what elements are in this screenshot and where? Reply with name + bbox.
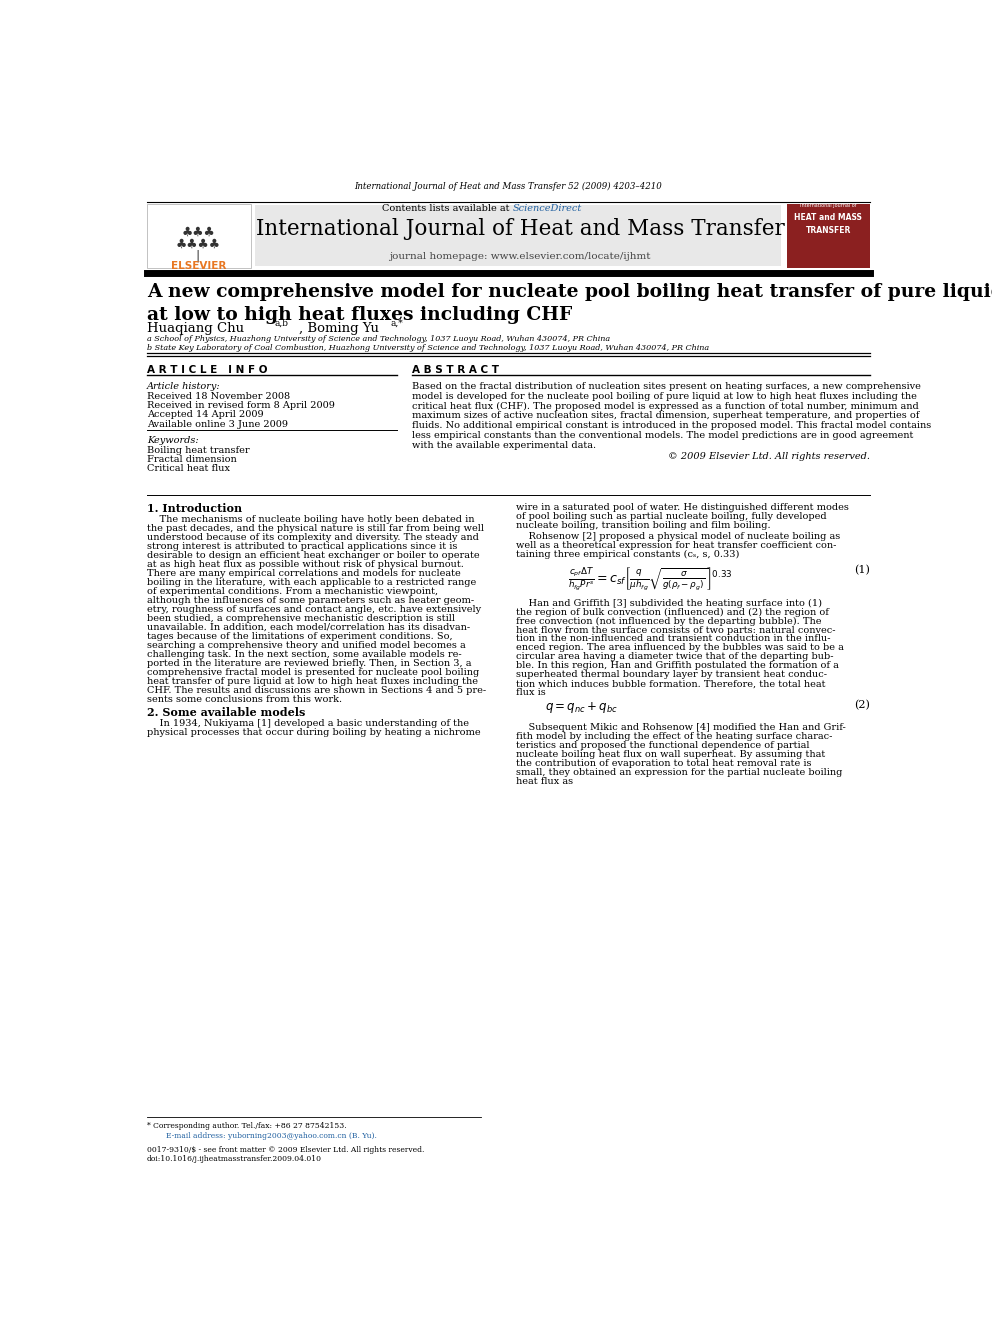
Text: of experimental conditions. From a mechanistic viewpoint,: of experimental conditions. From a mecha… (147, 587, 438, 597)
Text: 0017-9310/$ - see front matter © 2009 Elsevier Ltd. All rights reserved.: 0017-9310/$ - see front matter © 2009 El… (147, 1146, 425, 1154)
Text: small, they obtained an expression for the partial nucleate boiling: small, they obtained an expression for t… (516, 767, 842, 777)
Text: challenging task. In the next section, some available models re-: challenging task. In the next section, s… (147, 650, 461, 659)
Text: © 2009 Elsevier Ltd. All rights reserved.: © 2009 Elsevier Ltd. All rights reserved… (668, 452, 870, 462)
Text: free convection (not influenced by the departing bubble). The: free convection (not influenced by the d… (516, 617, 821, 626)
Text: circular area having a diameter twice that of the departing bub-: circular area having a diameter twice th… (516, 652, 833, 662)
Text: tages because of the limitations of experiment conditions. So,: tages because of the limitations of expe… (147, 632, 452, 640)
Text: A R T I C L E   I N F O: A R T I C L E I N F O (147, 365, 268, 374)
Text: Based on the fractal distribution of nucleation sites present on heating surface: Based on the fractal distribution of nuc… (413, 382, 922, 390)
Text: the past decades, and the physical nature is still far from being well: the past decades, and the physical natur… (147, 524, 484, 533)
Text: , Boming Yu: , Boming Yu (300, 321, 379, 335)
Text: Critical heat flux: Critical heat flux (147, 464, 230, 474)
Text: enced region. The area influenced by the bubbles was said to be a: enced region. The area influenced by the… (516, 643, 844, 652)
Text: heat flow from the surface consists of two parts: natural convec-: heat flow from the surface consists of t… (516, 626, 835, 635)
FancyBboxPatch shape (255, 205, 782, 266)
Text: etry, roughness of surfaces and contact angle, etc. have extensively: etry, roughness of surfaces and contact … (147, 605, 481, 614)
Text: International Journal of Heat and Mass Transfer: International Journal of Heat and Mass T… (256, 218, 785, 239)
Text: nucleate boiling, transition boiling and film boiling.: nucleate boiling, transition boiling and… (516, 521, 771, 531)
Text: ScienceDirect: ScienceDirect (512, 204, 581, 213)
Text: Contents lists available at: Contents lists available at (382, 204, 512, 213)
Text: with the available experimental data.: with the available experimental data. (413, 441, 596, 450)
Text: teristics and proposed the functional dependence of partial: teristics and proposed the functional de… (516, 741, 809, 750)
Text: ported in the literature are reviewed briefly. Then, in Section 3, a: ported in the literature are reviewed br… (147, 659, 471, 668)
Text: although the influences of some parameters such as heater geom-: although the influences of some paramete… (147, 595, 474, 605)
Text: fluids. No additional empirical constant is introduced in the proposed model. Th: fluids. No additional empirical constant… (413, 421, 931, 430)
Text: physical processes that occur during boiling by heating a nichrome: physical processes that occur during boi… (147, 728, 481, 737)
Text: Article history:: Article history: (147, 382, 220, 390)
Text: Boiling heat transfer: Boiling heat transfer (147, 446, 250, 455)
Text: ♣♣♣
♣♣♣♣
  |: ♣♣♣ ♣♣♣♣ | (176, 226, 221, 263)
Text: E-mail address: yuborning2003@yahoo.com.cn (B. Yu).: E-mail address: yuborning2003@yahoo.com.… (167, 1131, 377, 1139)
Text: Received 18 November 2008: Received 18 November 2008 (147, 392, 291, 401)
Text: The mechanisms of nucleate boiling have hotly been debated in: The mechanisms of nucleate boiling have … (147, 515, 474, 524)
Text: journal homepage: www.elsevier.com/locate/ijhmt: journal homepage: www.elsevier.com/locat… (389, 253, 651, 262)
Text: taining three empirical constants (cₛ, s, 0.33): taining three empirical constants (cₛ, s… (516, 550, 739, 560)
Text: A new comprehensive model for nucleate pool boiling heat transfer of pure liquid: A new comprehensive model for nucleate p… (147, 283, 992, 324)
Text: less empirical constants than the conventional models. The model predictions are: less empirical constants than the conven… (413, 431, 914, 439)
Text: * Corresponding author. Tel./fax: +86 27 87542153.: * Corresponding author. Tel./fax: +86 27… (147, 1122, 346, 1130)
Text: Fractal dimension: Fractal dimension (147, 455, 237, 464)
Text: a,*: a,* (390, 319, 403, 328)
Text: at as high heat flux as possible without risk of physical burnout.: at as high heat flux as possible without… (147, 560, 464, 569)
Text: flux is: flux is (516, 688, 546, 697)
Text: nucleate boiling heat flux on wall superheat. By assuming that: nucleate boiling heat flux on wall super… (516, 750, 825, 758)
Text: desirable to design an efficient heat exchanger or boiler to operate: desirable to design an efficient heat ex… (147, 552, 480, 560)
Text: (2): (2) (854, 700, 870, 710)
Text: Accepted 14 April 2009: Accepted 14 April 2009 (147, 410, 264, 419)
Text: understood because of its complexity and diversity. The steady and: understood because of its complexity and… (147, 533, 479, 542)
Text: a,b: a,b (275, 319, 289, 328)
Text: strong interest is attributed to practical applications since it is: strong interest is attributed to practic… (147, 542, 457, 552)
FancyBboxPatch shape (787, 204, 870, 267)
Text: Received in revised form 8 April 2009: Received in revised form 8 April 2009 (147, 401, 335, 410)
Text: ble. In this region, Han and Griffith postulated the formation of a: ble. In this region, Han and Griffith po… (516, 662, 839, 671)
Text: the contribution of evaporation to total heat removal rate is: the contribution of evaporation to total… (516, 758, 811, 767)
Text: (1): (1) (854, 565, 870, 576)
Text: well as a theoretical expression for heat transfer coefficient con-: well as a theoretical expression for hea… (516, 541, 836, 550)
Text: been studied, a comprehensive mechanistic description is still: been studied, a comprehensive mechanisti… (147, 614, 455, 623)
Text: In 1934, Nukiyama [1] developed a basic understanding of the: In 1934, Nukiyama [1] developed a basic … (147, 718, 469, 728)
Text: Han and Griffith [3] subdivided the heating surface into (1): Han and Griffith [3] subdivided the heat… (516, 598, 822, 607)
Text: 1. Introduction: 1. Introduction (147, 503, 242, 515)
Text: sents some conclusions from this work.: sents some conclusions from this work. (147, 695, 342, 704)
Text: maximum sizes of active nucleation sites, fractal dimension, superheat temperatu: maximum sizes of active nucleation sites… (413, 411, 920, 421)
Text: Huaqiang Chu: Huaqiang Chu (147, 321, 244, 335)
Text: Keywords:: Keywords: (147, 435, 198, 445)
Text: 2. Some available models: 2. Some available models (147, 706, 306, 717)
Text: wire in a saturated pool of water. He distinguished different modes: wire in a saturated pool of water. He di… (516, 503, 849, 512)
FancyBboxPatch shape (147, 204, 251, 267)
Text: b State Key Laboratory of Coal Combustion, Huazhong University of Science and Te: b State Key Laboratory of Coal Combustio… (147, 344, 709, 352)
Text: a School of Physics, Huazhong University of Science and Technology, 1037 Luoyu R: a School of Physics, Huazhong University… (147, 335, 610, 343)
Text: $\frac{c_{pf}\Delta T}{h_{fg}Pr^s} = c_{sf}\left[\frac{q}{\mu h_{fg}}\sqrt{\frac: $\frac{c_{pf}\Delta T}{h_{fg}Pr^s} = c_{… (568, 565, 733, 593)
Text: fith model by including the effect of the heating surface charac-: fith model by including the effect of th… (516, 732, 832, 741)
Text: Subsequent Mikic and Rohsenow [4] modified the Han and Grif-: Subsequent Mikic and Rohsenow [4] modifi… (516, 722, 846, 732)
Text: of pool boiling such as partial nucleate boiling, fully developed: of pool boiling such as partial nucleate… (516, 512, 826, 521)
Text: CHF. The results and discussions are shown in Sections 4 and 5 pre-: CHF. The results and discussions are sho… (147, 685, 486, 695)
Text: boiling in the literature, with each applicable to a restricted range: boiling in the literature, with each app… (147, 578, 476, 587)
Text: ELSEVIER: ELSEVIER (171, 261, 226, 271)
Text: HEAT and MASS: HEAT and MASS (795, 213, 862, 222)
Text: Available online 3 June 2009: Available online 3 June 2009 (147, 419, 288, 429)
Text: the region of bulk convection (influenced) and (2) the region of: the region of bulk convection (influence… (516, 607, 829, 617)
Text: critical heat flux (CHF). The proposed model is expressed as a function of total: critical heat flux (CHF). The proposed m… (413, 401, 919, 410)
Text: superheated thermal boundary layer by transient heat conduc-: superheated thermal boundary layer by tr… (516, 671, 827, 679)
Text: model is developed for the nucleate pool boiling of pure liquid at low to high h: model is developed for the nucleate pool… (413, 392, 918, 401)
Text: comprehensive fractal model is presented for nucleate pool boiling: comprehensive fractal model is presented… (147, 668, 479, 676)
Text: Rohsenow [2] proposed a physical model of nucleate boiling as: Rohsenow [2] proposed a physical model o… (516, 532, 840, 541)
Text: International Journal of Heat and Mass Transfer 52 (2009) 4203–4210: International Journal of Heat and Mass T… (354, 183, 663, 192)
Text: There are many empirical correlations and models for nucleate: There are many empirical correlations an… (147, 569, 461, 578)
Text: International Journal of: International Journal of (800, 202, 856, 208)
Text: TRANSFER: TRANSFER (806, 226, 851, 235)
Text: unavailable. In addition, each model/correlation has its disadvan-: unavailable. In addition, each model/cor… (147, 623, 470, 632)
Text: doi:10.1016/j.ijheatmasstransfer.2009.04.010: doi:10.1016/j.ijheatmasstransfer.2009.04… (147, 1155, 322, 1163)
Text: searching a comprehensive theory and unified model becomes a: searching a comprehensive theory and uni… (147, 640, 466, 650)
Text: tion in the non-influenced and transient conduction in the influ-: tion in the non-influenced and transient… (516, 635, 830, 643)
Text: heat flux as: heat flux as (516, 777, 573, 786)
Text: A B S T R A C T: A B S T R A C T (413, 365, 499, 374)
Text: tion which induces bubble formation. Therefore, the total heat: tion which induces bubble formation. The… (516, 679, 825, 688)
Text: heat transfer of pure liquid at low to high heat fluxes including the: heat transfer of pure liquid at low to h… (147, 676, 478, 685)
Text: $q = q_{nc} + q_{bc}$: $q = q_{nc} + q_{bc}$ (545, 700, 618, 716)
